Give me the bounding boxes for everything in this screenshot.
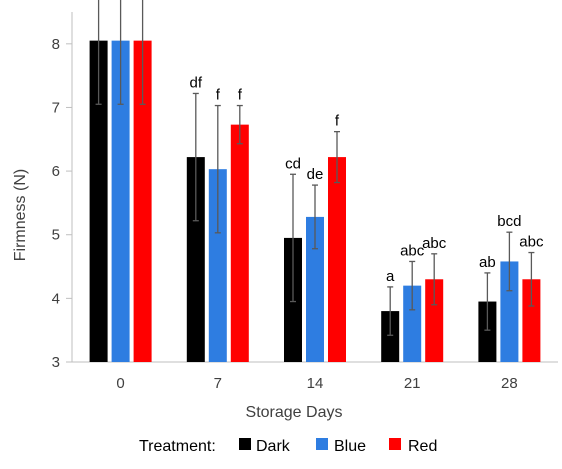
bar-red-day-28 (522, 279, 541, 362)
significance-label: f (238, 87, 243, 104)
bar-red-day-14 (328, 157, 346, 362)
significance-label: cd (285, 155, 301, 172)
significance-label: ab (479, 254, 496, 271)
significance-labels: gdfcdaabgfdeabcbcdgffabcabc (190, 74, 544, 285)
bar-groups (89, 40, 541, 363)
significance-label: df (190, 74, 203, 91)
significance-label: de (307, 166, 324, 183)
significance-label: f (335, 113, 340, 130)
legend-label-blue: Blue (334, 438, 366, 455)
y-tick-label: 6 (52, 163, 60, 180)
bar-blue-day-28 (500, 261, 519, 362)
bar-dark-day-28 (478, 301, 497, 362)
bar-red-day-0 (133, 40, 152, 363)
bar-blue-day-21 (403, 285, 422, 362)
significance-label: f (216, 87, 221, 104)
bar-blue-day-0 (111, 40, 130, 363)
bar-blue-day-7 (208, 169, 227, 362)
bar-dark-day-21 (381, 311, 400, 362)
error-bars (95, 0, 535, 336)
y-axis-title: Firmness (N) (12, 169, 29, 261)
significance-label: abc (400, 242, 425, 259)
y-tick-label: 8 (52, 36, 60, 53)
x-tick-label: 14 (307, 375, 324, 392)
bar-blue-day-14 (306, 216, 324, 362)
y-tick-label: 7 (52, 99, 60, 116)
significance-label: bcd (497, 213, 521, 230)
bar-dark-day-7 (186, 157, 205, 362)
legend-swatch-blue (316, 438, 328, 450)
x-tick-label: 0 (116, 375, 124, 392)
significance-label: abc (422, 235, 447, 252)
significance-label: abc (519, 234, 544, 251)
y-tick-label: 4 (52, 290, 60, 307)
bar-red-day-21 (425, 279, 444, 362)
legend-label-red: Red (408, 438, 437, 455)
legend: Treatment: Dark Blue Red (139, 438, 437, 455)
y-tick-labels: 3 4 5 6 7 8 (52, 36, 72, 371)
y-tick-label: 5 (52, 227, 60, 244)
legend-label-dark: Dark (256, 438, 291, 455)
legend-swatch-dark (239, 438, 251, 450)
x-tick-labels: 0 7 14 21 28 (116, 375, 517, 392)
bar-dark-day-0 (89, 40, 108, 363)
x-tick-label: 7 (214, 375, 222, 392)
legend-title: Treatment: (139, 438, 216, 455)
significance-label: a (386, 268, 395, 285)
bar-red-day-7 (230, 124, 249, 363)
legend-swatch-red (389, 438, 401, 450)
y-tick-label: 3 (52, 354, 60, 371)
x-tick-label: 21 (404, 375, 421, 392)
x-axis-title: Storage Days (246, 404, 343, 421)
x-tick-label: 28 (501, 375, 518, 392)
